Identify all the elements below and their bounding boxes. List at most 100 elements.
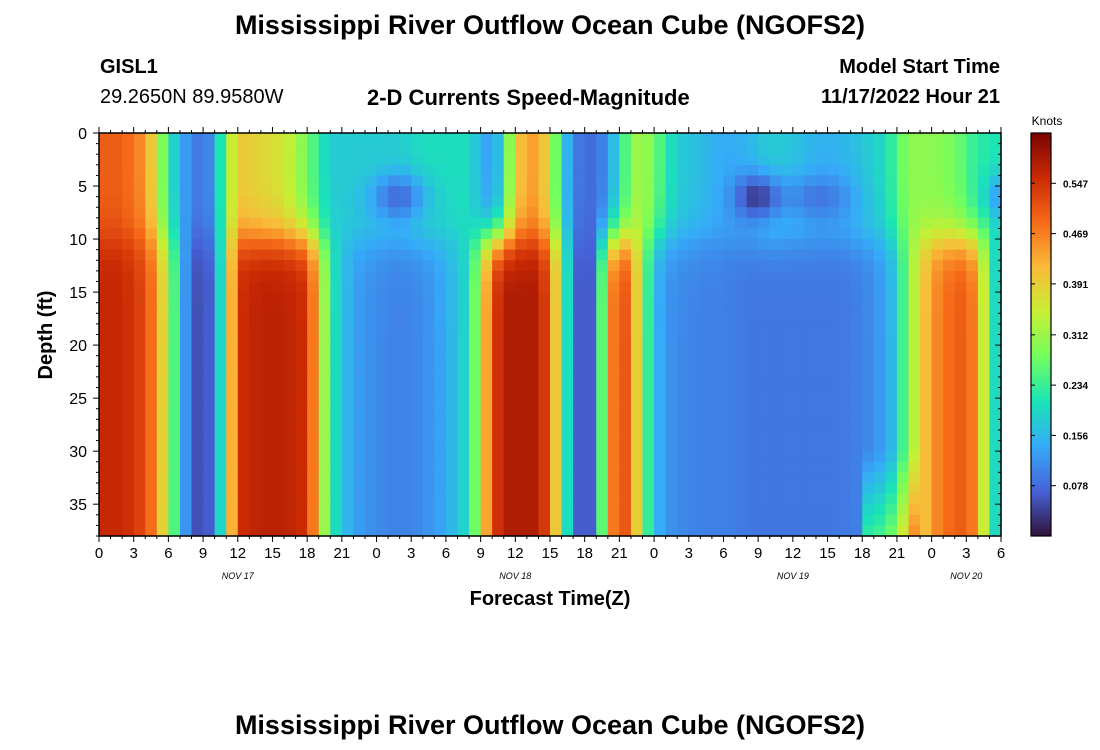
heatmap-cell — [943, 196, 956, 208]
heatmap-cell — [538, 260, 551, 272]
heatmap-cell — [642, 334, 655, 346]
heatmap-cell — [561, 461, 574, 473]
heatmap-cell — [249, 164, 262, 177]
heatmap-cell — [688, 408, 701, 420]
heatmap-cell — [758, 504, 771, 516]
heatmap-cell — [654, 451, 667, 463]
heatmap-cell — [457, 504, 470, 516]
x-tick-label: 3 — [130, 545, 138, 562]
heatmap-cell — [862, 376, 875, 389]
heatmap-cell — [769, 239, 782, 251]
heatmap-cell — [145, 217, 158, 230]
heatmap-cell — [145, 451, 158, 463]
heatmap-cell — [862, 323, 875, 336]
heatmap-cell — [457, 302, 470, 314]
heatmap-cell — [168, 249, 181, 261]
heatmap-cell — [989, 196, 1002, 208]
heatmap-cell — [758, 461, 771, 473]
heatmap-cell — [203, 313, 216, 325]
heatmap-cell — [735, 154, 748, 166]
heatmap-cell — [966, 143, 979, 155]
heatmap-cell — [619, 186, 632, 198]
heatmap-cell — [943, 493, 956, 505]
heatmap-cell — [665, 482, 678, 495]
heatmap-cell — [573, 355, 586, 367]
heatmap-cell — [711, 270, 725, 283]
heatmap-cell — [862, 451, 875, 463]
x-tick-label: 0 — [372, 545, 380, 562]
heatmap-cell — [839, 345, 852, 357]
heatmap-cell — [388, 281, 401, 293]
heatmap-cell — [850, 270, 863, 283]
heatmap-cell — [411, 143, 424, 155]
heatmap-cell — [99, 164, 112, 177]
heatmap-cell — [295, 164, 308, 177]
heatmap-cell — [723, 292, 736, 304]
heatmap-cell — [920, 345, 933, 357]
heatmap-cell — [700, 313, 713, 325]
heatmap-cell — [850, 239, 863, 251]
heatmap-cell — [792, 249, 806, 261]
heatmap-cell — [191, 217, 204, 230]
heatmap-cell — [318, 376, 331, 389]
heatmap-cell — [272, 249, 285, 261]
heatmap-cell — [700, 217, 713, 230]
heatmap-cell — [977, 313, 991, 325]
heatmap-cell — [445, 323, 459, 336]
heatmap-cell — [584, 461, 597, 473]
heatmap-cell — [422, 217, 435, 230]
heatmap-cell — [908, 366, 921, 378]
heatmap-cell — [584, 355, 597, 367]
heatmap-cell — [839, 334, 852, 346]
heatmap-cell — [908, 451, 921, 463]
heatmap-cell — [110, 143, 123, 155]
heatmap-cell — [469, 366, 482, 378]
heatmap-cell — [376, 260, 389, 272]
heatmap-cell — [931, 217, 944, 230]
heatmap-cell — [862, 419, 875, 431]
heatmap-cell — [457, 260, 470, 272]
heatmap-cell — [781, 514, 794, 526]
heatmap-cell — [399, 260, 412, 272]
heatmap-cell — [411, 196, 424, 208]
heatmap-cell — [954, 196, 967, 208]
heatmap-cell — [226, 429, 239, 442]
heatmap-cell — [526, 408, 540, 420]
heatmap-cell — [122, 249, 135, 261]
heatmap-cell — [203, 525, 216, 537]
heatmap-cell — [758, 260, 771, 272]
heatmap-cell — [804, 525, 817, 537]
heatmap-cell — [469, 143, 482, 155]
heatmap-cell — [318, 228, 331, 240]
heatmap-cell — [920, 514, 933, 526]
heatmap-cell — [550, 429, 563, 442]
heatmap-cell — [492, 419, 505, 431]
heatmap-cell — [191, 451, 204, 463]
heatmap-cell — [480, 302, 493, 314]
heatmap-cell — [503, 345, 516, 357]
heatmap-cell — [781, 461, 794, 473]
heatmap-cell — [573, 133, 586, 145]
heatmap-cell — [850, 260, 863, 272]
x-tick-label: 9 — [754, 545, 762, 562]
heatmap-cell — [607, 482, 620, 495]
heatmap-cell — [330, 334, 343, 346]
heatmap-cell — [422, 366, 435, 378]
heatmap-cell — [908, 313, 921, 325]
heatmap-cell — [839, 387, 852, 399]
heatmap-cell — [873, 451, 886, 463]
heatmap-cell — [584, 493, 597, 505]
heatmap-cell — [249, 345, 262, 357]
heatmap-cell — [133, 270, 146, 283]
heatmap-cell — [191, 525, 204, 537]
heatmap-cell — [550, 440, 563, 452]
heatmap-cell — [931, 249, 944, 261]
heatmap-cell — [214, 493, 227, 505]
heatmap-cell — [596, 366, 609, 378]
heatmap-cell — [700, 429, 713, 442]
heatmap-cell — [931, 355, 944, 367]
heatmap-cell — [977, 143, 991, 155]
heatmap-cell — [411, 493, 424, 505]
heatmap-cell — [249, 376, 262, 389]
heatmap-cell — [526, 482, 540, 495]
